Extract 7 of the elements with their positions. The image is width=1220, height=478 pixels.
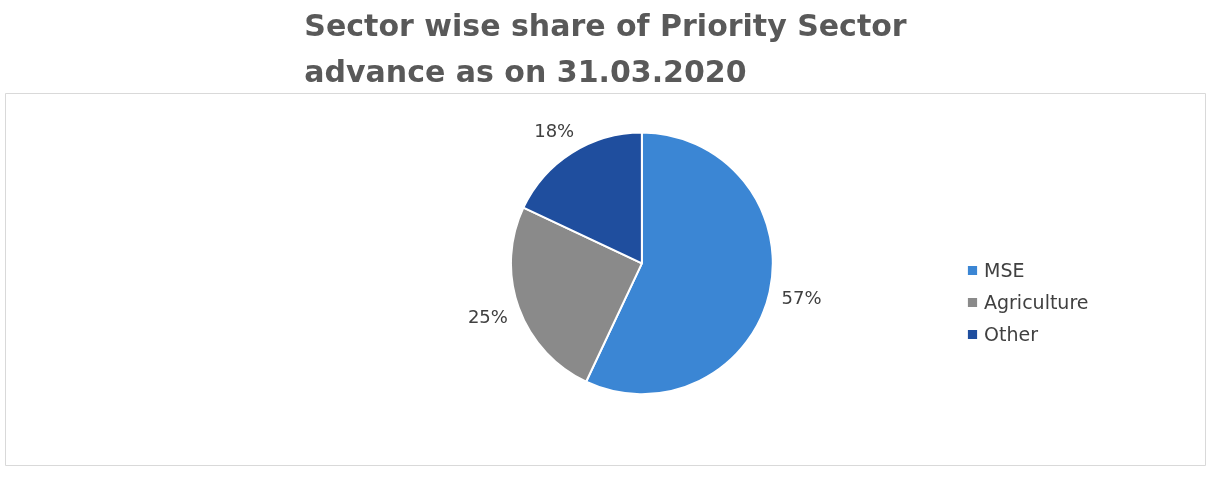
legend-label: Agriculture <box>984 291 1089 313</box>
legend-label: MSE <box>984 259 1025 281</box>
data-label: 57% <box>781 287 822 309</box>
chart-title: Sector wise share of Priority Sector advance as on 31.03.2020 <box>304 8 907 89</box>
data-label: 18% <box>534 120 575 142</box>
legend-label: Other <box>984 323 1038 345</box>
data-label: 25% <box>467 306 508 328</box>
